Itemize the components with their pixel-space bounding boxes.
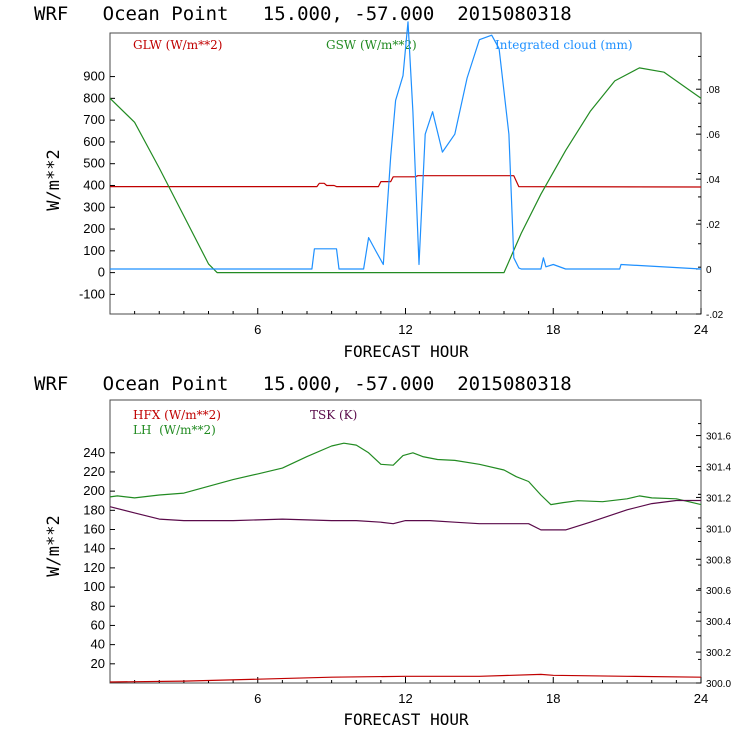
- upper-y-tick-label: 600: [83, 134, 105, 149]
- lower-y-tick-label: 120: [83, 560, 105, 575]
- lower-x-tick-label: 6: [254, 691, 261, 706]
- upper-series-glw-line: [110, 175, 702, 188]
- lower-y2-tick-label: 300.2: [706, 648, 731, 659]
- upper-y-axis-label: W/m**2: [44, 149, 64, 210]
- upper-y2-tick-label: .06: [706, 130, 720, 141]
- lower-y-tick-label: 40: [91, 637, 105, 652]
- legend-gsw: GSW (W/m**2): [326, 38, 417, 52]
- lower-y-tick-label: 60: [91, 617, 105, 632]
- lower-y-tick-label: 100: [83, 579, 105, 594]
- upper-y-tick-label: 800: [83, 90, 105, 105]
- lower-series-lh-line: [109, 442, 702, 506]
- upper-y2-tick-label: -.02: [706, 310, 724, 321]
- upper-plot-frame: [109, 32, 702, 315]
- lower-chart: WRF Ocean Point 15.000, -57.000 20150803…: [34, 373, 731, 729]
- legend-tsk: TSK (K): [310, 408, 357, 422]
- lower-y2-tick-label: 300.4: [706, 617, 731, 628]
- upper-y-tick-label: 500: [83, 156, 105, 171]
- upper-y-tick-label: 400: [83, 177, 105, 192]
- lower-y2-tick-label: 301.0: [706, 524, 731, 535]
- upper-y-tick-label: 700: [83, 112, 105, 127]
- upper-chart-title: WRF Ocean Point 15.000, -57.000 20150803…: [34, 3, 572, 25]
- lower-y-tick-label: 220: [83, 464, 105, 479]
- lower-y-tick-label: 20: [91, 656, 105, 671]
- upper-x-tick-label: 18: [546, 322, 560, 337]
- lower-y-tick-label: 160: [83, 522, 105, 537]
- upper-axis-ticks: 6 12 18 24 900 800 700 600 500 400 300 200 100 0 -100.…: [79, 55, 724, 337]
- legend-glw: GLW (W/m**2): [133, 38, 222, 52]
- lower-y2-tick-label: 300.6: [706, 586, 731, 597]
- upper-y-tick-label: 0: [98, 265, 105, 280]
- legend-integrated-cloud: Integrated cloud (mm): [495, 38, 633, 52]
- upper-y2-tick-label: 0: [706, 265, 712, 276]
- upper-y-tick-label: 300: [83, 199, 105, 214]
- lower-series-group: [109, 442, 702, 683]
- upper-x-tick-label: 24: [694, 322, 708, 337]
- lower-series-hfx-line: [109, 673, 702, 683]
- upper-y-tick-label: -100: [79, 286, 105, 301]
- lower-x-axis-label: FORECAST HOUR: [343, 710, 469, 729]
- upper-y2-tick-label: .04: [706, 175, 720, 186]
- upper-series-group: [109, 21, 702, 274]
- legend-hfx: HFX (W/m**2): [133, 408, 221, 422]
- upper-y2-tick-label: .02: [706, 220, 720, 231]
- lower-y2-tick-label: 301.4: [706, 462, 731, 473]
- upper-x-tick-label: 12: [398, 322, 412, 337]
- lower-y-tick-label: 140: [83, 541, 105, 556]
- lower-x-tick-label: 24: [694, 691, 708, 706]
- lower-chart-title: WRF Ocean Point 15.000, -57.000 20150803…: [34, 373, 572, 395]
- lower-y-tick-label: 200: [83, 483, 105, 498]
- upper-series-integrated-line: [110, 21, 702, 270]
- upper-y-tick-label: 900: [83, 69, 105, 84]
- lower-y2-tick-label: 301.2: [706, 493, 731, 504]
- lower-y2-tick-label: 301.6: [706, 432, 731, 443]
- upper-x-axis-label: FORECAST HOUR: [343, 342, 469, 361]
- lower-series-tsk-line: [109, 499, 701, 531]
- upper-chart: WRF Ocean Point 15.000, -57.000 20150803…: [34, 3, 724, 361]
- lower-y-axis-label: W/m**2: [44, 515, 64, 576]
- lower-y-tick-label: 80: [91, 598, 105, 613]
- upper-y-tick-label: 200: [83, 221, 105, 236]
- lower-axis-ticks: 6 12 18 24 240 220 200 180 160 140 120 100 80 60 40 20 3…: [83, 423, 731, 706]
- lower-plot-frame: [109, 399, 702, 684]
- lower-y-tick-label: 180: [83, 502, 105, 517]
- lower-y-tick-label: 240: [83, 445, 105, 460]
- legend-lh: LH (W/m**2): [133, 423, 216, 437]
- upper-x-tick-label: 6: [254, 322, 261, 337]
- upper-series-gsw-line: [109, 67, 702, 274]
- upper-y-tick-label: 100: [83, 243, 105, 258]
- lower-x-tick-label: 12: [398, 691, 412, 706]
- lower-y2-tick-label: 300.8: [706, 555, 731, 566]
- lower-y2-tick-label: 300.0: [706, 679, 731, 690]
- lower-x-tick-label: 18: [546, 691, 560, 706]
- upper-y2-tick-label: .08: [706, 85, 720, 96]
